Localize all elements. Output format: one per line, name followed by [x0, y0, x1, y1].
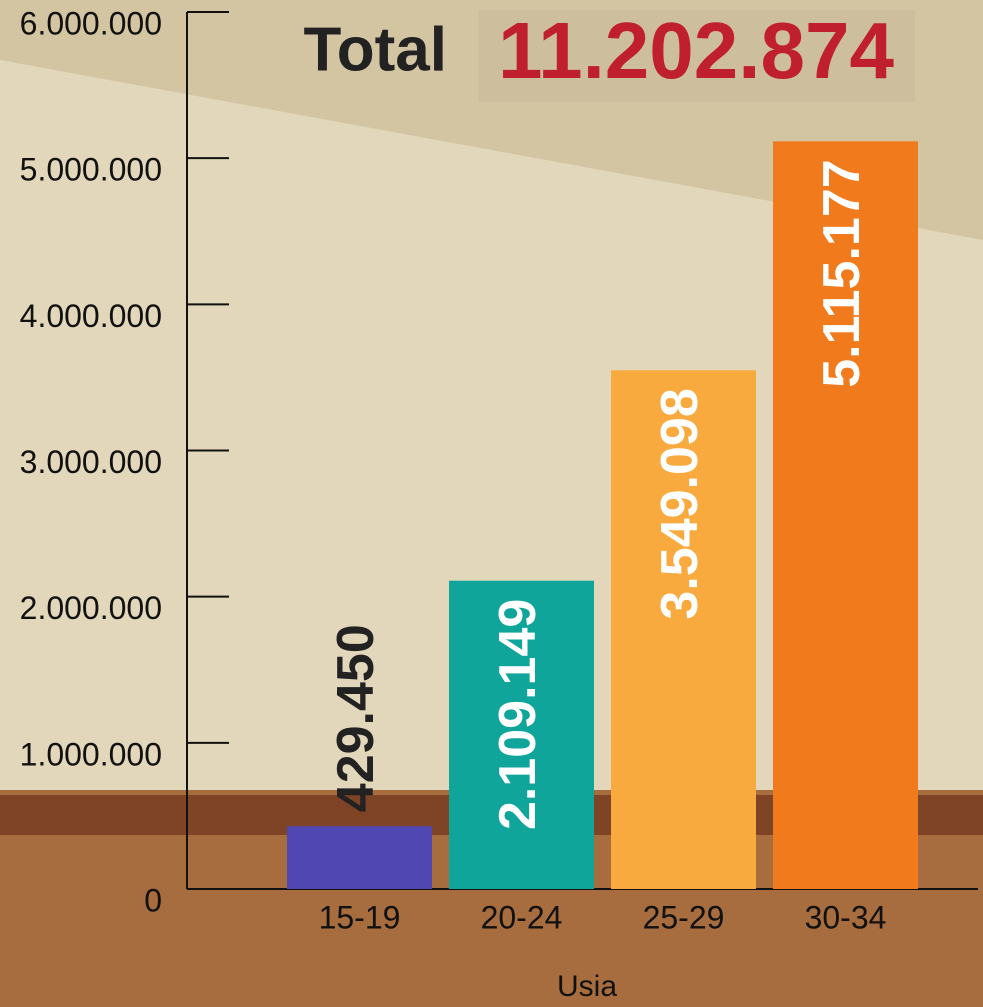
x-tick-label: 25-29 — [643, 899, 725, 935]
y-tick-label: 6.000.000 — [20, 5, 162, 41]
value-label: 3.549.098 — [651, 388, 709, 619]
value-label: 2.109.149 — [489, 599, 547, 830]
y-tick-label: 3.000.000 — [20, 444, 162, 480]
y-tick-label: 0 — [144, 882, 162, 918]
y-tick-label: 1.000.000 — [20, 736, 162, 772]
y-tick-label: 4.000.000 — [20, 298, 162, 334]
value-label: 5.115.177 — [813, 159, 871, 387]
bar — [287, 826, 432, 889]
total-value: 11.202.874 — [498, 6, 894, 95]
x-tick-label: 30-34 — [805, 899, 887, 935]
x-tick-label: 15-19 — [319, 899, 401, 935]
chart: Total 11.202.874 Usia 0 1.000.000 2.000.00… — [0, 0, 983, 1007]
value-label: 429.450 — [327, 624, 385, 812]
x-axis-label: Usia — [557, 970, 617, 1003]
total-label: Total — [304, 15, 448, 84]
y-tick-label: 2.000.000 — [20, 590, 162, 626]
y-tick-label: 5.000.000 — [20, 152, 162, 188]
x-tick-label: 20-24 — [481, 899, 563, 935]
